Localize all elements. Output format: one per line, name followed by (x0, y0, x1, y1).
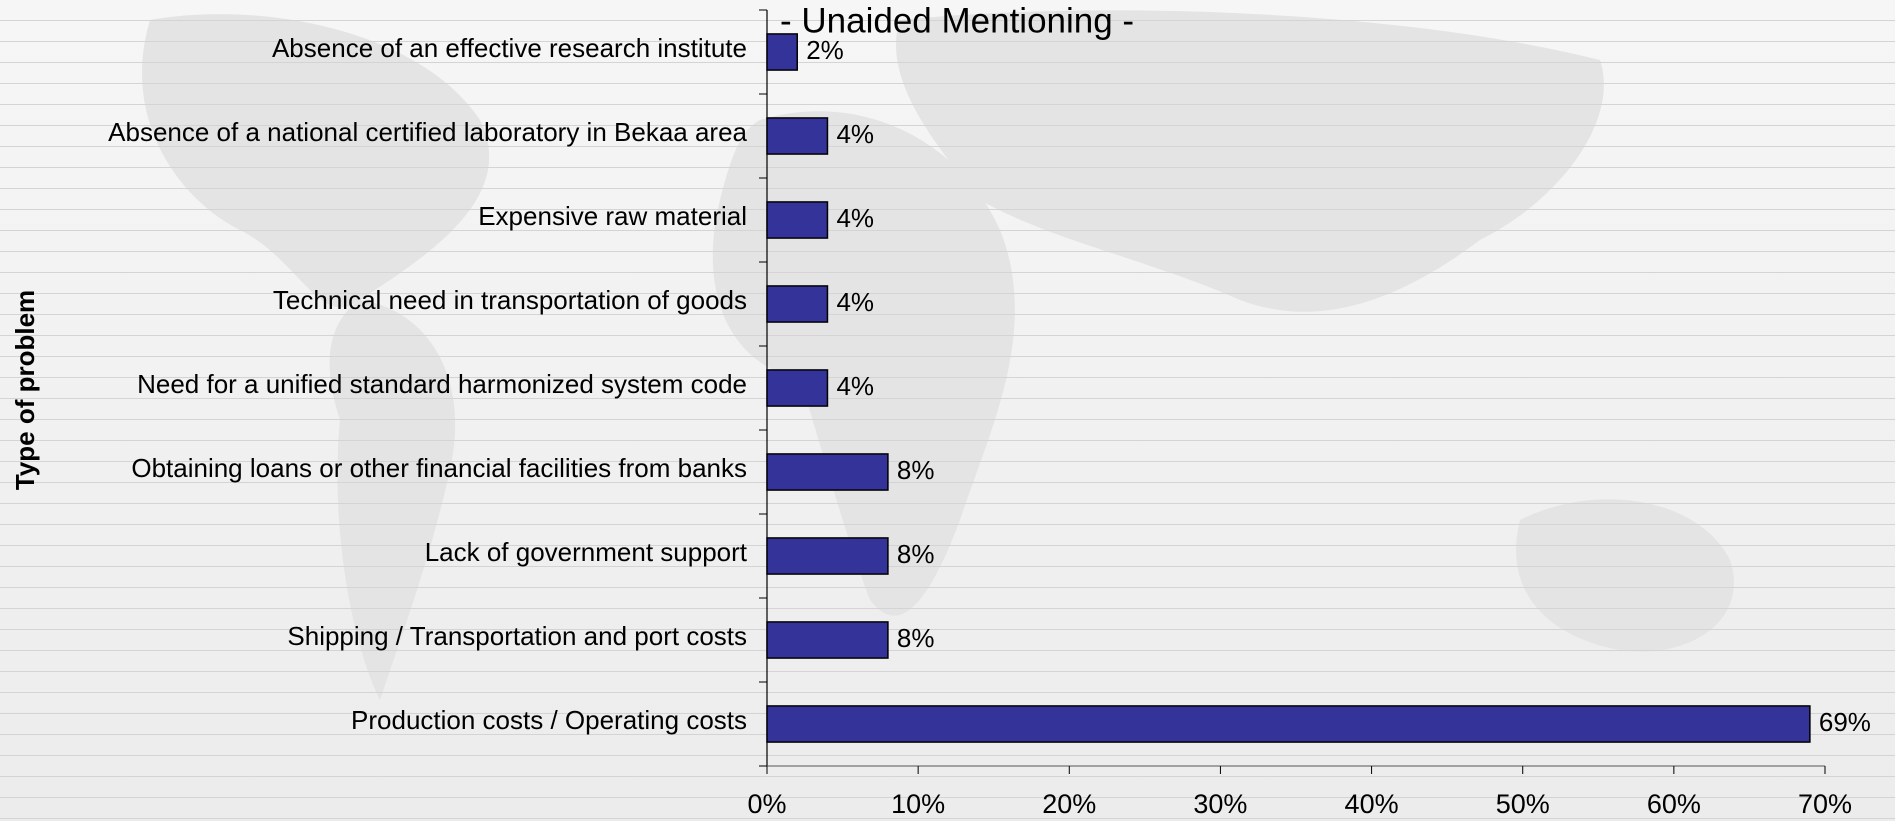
x-tick-label: 50% (1496, 789, 1550, 819)
y-tick-label: Lack of government support (425, 537, 748, 567)
y-tick-label: Shipping / Transportation and port costs (287, 621, 747, 651)
bar (766, 621, 889, 659)
bar (766, 117, 829, 155)
y-tick-label: Production costs / Operating costs (351, 705, 747, 735)
x-tick-label: 0% (747, 789, 786, 819)
data-label: 4% (836, 119, 874, 149)
y-tick-label: Expensive raw material (478, 201, 747, 231)
x-tick-label: 30% (1193, 789, 1247, 819)
data-label: 4% (836, 371, 874, 401)
bar (766, 705, 1811, 743)
data-label: 8% (897, 539, 935, 569)
y-tick-label: Technical need in transportation of good… (273, 285, 747, 315)
y-tick-label: Absence of a national certified laborato… (108, 117, 747, 147)
data-label: 8% (897, 623, 935, 653)
x-tick-label: 70% (1798, 789, 1852, 819)
data-label: 8% (897, 455, 935, 485)
bar (766, 33, 798, 71)
x-tick-label: 20% (1042, 789, 1096, 819)
data-label: 4% (836, 287, 874, 317)
chart-title: - Unaided Mentioning - (780, 1, 1134, 40)
x-tick-label: 60% (1647, 789, 1701, 819)
y-axis-label: Type of problem (10, 290, 40, 490)
bar (766, 369, 829, 407)
y-tick-label: Absence of an effective research institu… (272, 33, 747, 63)
bar (766, 201, 829, 239)
bar (766, 453, 889, 491)
bar (766, 285, 829, 323)
data-label: 4% (836, 203, 874, 233)
data-label: 2% (806, 35, 844, 65)
x-tick-label: 40% (1345, 789, 1399, 819)
y-tick-label: Obtaining loans or other financial facil… (131, 453, 747, 483)
x-tick-label: 10% (891, 789, 945, 819)
data-label: 69% (1819, 707, 1871, 737)
bar (766, 537, 889, 575)
y-tick-label: Need for a unified standard harmonized s… (137, 369, 747, 399)
